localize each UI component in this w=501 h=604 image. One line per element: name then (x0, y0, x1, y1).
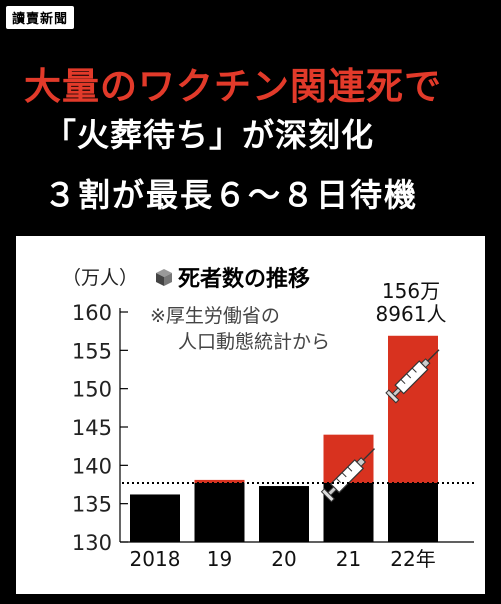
newspaper-logo: 讀賣新聞 (6, 6, 75, 29)
y-tick-label: 140 (72, 454, 112, 478)
source-note-line-2: 人口動態統計から (178, 331, 330, 353)
bar-base-segment (194, 482, 245, 542)
y-axis-unit: （万人） (62, 267, 138, 289)
death-count-chart: （万人） 死者数の推移 ※厚生労働省の 人口動態統計から 130 135 140 14… (62, 266, 474, 571)
y-tick-label: 155 (72, 339, 112, 363)
x-tick-label: 21 (336, 547, 361, 571)
source-note-line-1: ※厚生労働省の (150, 305, 280, 327)
headline-line-2: 「火葬待ち」が深刻化 (44, 116, 375, 154)
bar-excess-segment (194, 479, 245, 483)
bar-excess-segment (388, 335, 438, 483)
y-tick-label: 150 (72, 378, 112, 402)
data-label: 8961人 (376, 302, 447, 326)
headline-line-3: ３割が最長６～８日待機 (44, 176, 419, 214)
y-tick-label: 135 (72, 493, 112, 517)
chart-panel: （万人） 死者数の推移 ※厚生労働省の 人口動態統計から 130 135 140 14… (16, 236, 485, 594)
y-tick-label: 130 (72, 531, 112, 555)
bar (130, 494, 180, 542)
bar-base-segment (388, 482, 438, 542)
x-tick-label: 22年 (390, 547, 435, 571)
x-tick-label: 2018 (130, 547, 181, 571)
cube-icon (156, 269, 172, 286)
data-label: 156万 (382, 279, 440, 303)
y-tick-label: 145 (72, 416, 112, 440)
x-tick-label: 19 (207, 547, 232, 571)
y-tick-label: 160 (72, 301, 112, 325)
bar (259, 486, 309, 542)
chart-title: 死者数の推移 (178, 266, 310, 292)
syringe-icon (385, 349, 440, 404)
x-tick-label: 20 (271, 547, 296, 571)
syringe-icon (320, 448, 376, 503)
headline-line-1: 大量のワクチン関連死で (24, 65, 442, 108)
